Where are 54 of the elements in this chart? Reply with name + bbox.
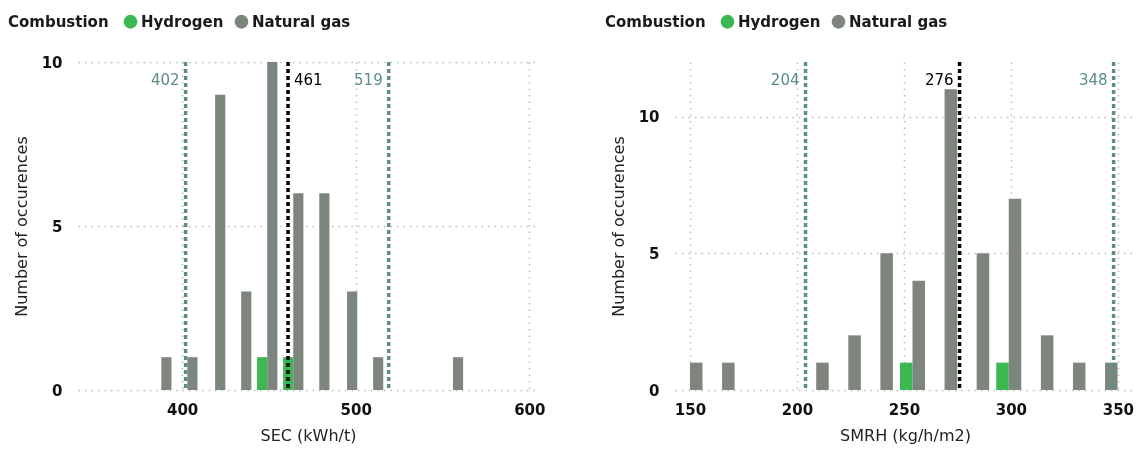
bar xyxy=(912,280,925,390)
x-tick-label: 400 xyxy=(166,400,199,419)
ref-line-label: 348 xyxy=(1078,71,1108,89)
x-tick-label: 600 xyxy=(514,400,546,419)
bar xyxy=(996,362,1009,390)
legend-label: Hydrogen xyxy=(738,12,821,31)
bar xyxy=(267,62,278,390)
bar xyxy=(347,291,358,390)
bar xyxy=(215,94,226,390)
y-tick-label: 5 xyxy=(52,217,63,236)
bar xyxy=(816,362,829,390)
bar xyxy=(1040,335,1054,390)
y-axis-title: Number of occurences xyxy=(11,136,31,317)
y-tick-label: 0 xyxy=(52,381,63,400)
bar xyxy=(848,335,861,390)
bar xyxy=(373,357,384,390)
y-axis-title: Number of occurences xyxy=(608,136,628,317)
x-tick-label: 250 xyxy=(888,400,921,419)
bar xyxy=(293,193,304,390)
legend-title: Combustion xyxy=(8,13,109,31)
ref-line-label: 276 xyxy=(924,71,954,89)
x-tick-label: 150 xyxy=(674,400,707,419)
bar xyxy=(1008,198,1022,390)
y-tick-label: 10 xyxy=(638,108,660,127)
x-tick-label: 350 xyxy=(1102,400,1135,419)
legend-title: Combustion xyxy=(605,13,706,31)
legend-label: Natural gas xyxy=(849,12,948,31)
x-tick-label: 500 xyxy=(340,400,372,419)
bar xyxy=(241,291,252,390)
bar xyxy=(880,253,893,390)
x-axis-title: SMRH (kg/h/m2) xyxy=(840,425,971,445)
ref-line-label: 402 xyxy=(150,71,180,89)
x-tick-label: 300 xyxy=(995,400,1028,419)
bar xyxy=(257,357,268,390)
legend-label: Hydrogen xyxy=(141,12,224,31)
bar xyxy=(452,357,464,390)
bar xyxy=(899,362,913,390)
ref-line-label: 519 xyxy=(354,71,383,89)
bar xyxy=(1072,362,1086,390)
bar xyxy=(161,357,172,390)
ref-line-label: 461 xyxy=(294,71,323,89)
y-tick-label: 5 xyxy=(649,244,660,263)
bar xyxy=(944,89,958,390)
bar xyxy=(319,193,330,390)
x-tick-label: 200 xyxy=(781,400,814,419)
bar xyxy=(689,362,703,390)
y-tick-label: 10 xyxy=(41,53,63,72)
ref-line-label: 204 xyxy=(770,71,800,89)
x-axis-title: SEC (kWh/t) xyxy=(260,425,357,445)
y-tick-label: 0 xyxy=(649,381,660,400)
bar xyxy=(722,362,735,390)
legend-label: Natural gas xyxy=(252,12,351,31)
bar xyxy=(976,253,990,390)
bar xyxy=(187,357,198,390)
